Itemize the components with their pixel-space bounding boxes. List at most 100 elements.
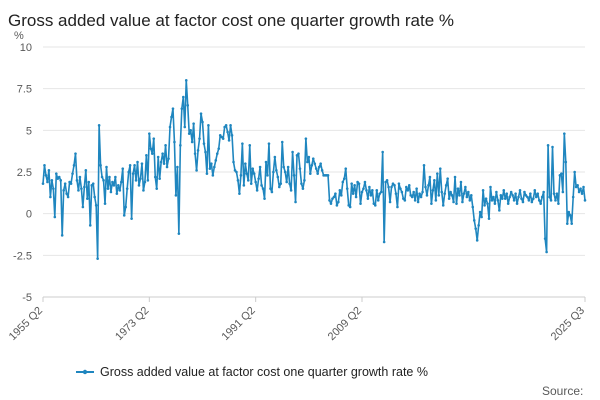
data-point: [495, 190, 498, 194]
data-point: [41, 182, 45, 185]
data-point: [363, 180, 367, 184]
data-point: [424, 185, 427, 189]
data-point: [555, 192, 559, 195]
data-point: [481, 189, 485, 192]
data-point: [551, 145, 554, 149]
data-point: [444, 184, 448, 187]
data-point: [286, 165, 290, 169]
data-point: [304, 137, 308, 140]
data-point: [251, 167, 255, 170]
data-point: [213, 165, 216, 169]
data-point: [161, 152, 164, 155]
data-point: [407, 184, 411, 187]
data-point: [108, 175, 111, 179]
data-point: [419, 195, 423, 199]
legend[interactable]: Gross added value at factor cost one qua…: [76, 365, 428, 379]
data-point: [452, 200, 455, 204]
data-point: [272, 170, 275, 174]
data-point: [80, 187, 83, 190]
data-point: [483, 204, 486, 207]
data-point: [118, 189, 122, 192]
data-point: [484, 197, 488, 200]
data-point: [583, 199, 587, 202]
data-point: [291, 150, 294, 154]
data-point: [465, 195, 469, 199]
data-point: [90, 184, 94, 187]
data-point: [521, 200, 525, 204]
data-point: [86, 197, 89, 200]
data-point: [168, 125, 172, 129]
data-point: [362, 187, 365, 190]
data-point: [328, 199, 331, 202]
data-point: [77, 189, 80, 192]
data-point: [443, 192, 447, 195]
data-point: [295, 154, 299, 157]
data-point: [75, 179, 79, 182]
data-point: [359, 202, 362, 205]
data-point: [577, 190, 581, 194]
data-point: [320, 169, 324, 172]
data-point: [153, 175, 157, 179]
data-point: [119, 180, 123, 184]
data-point: [503, 197, 507, 200]
data-point: [60, 234, 64, 237]
data-point: [568, 214, 572, 217]
data-point: [574, 185, 578, 189]
data-point: [543, 237, 547, 240]
data-point: [475, 239, 479, 242]
data-point: [344, 167, 348, 170]
data-point: [229, 124, 232, 127]
data-point: [418, 192, 421, 195]
data-point: [354, 195, 358, 199]
data-point: [177, 232, 181, 235]
data-point: [342, 177, 346, 180]
data-point: [204, 150, 207, 154]
y-axis-unit-label: %: [14, 30, 24, 42]
data-point: [316, 172, 319, 175]
data-point: [176, 165, 179, 169]
data-point: [514, 192, 517, 195]
data-point: [127, 170, 130, 174]
data-point: [267, 142, 271, 145]
data-point: [437, 194, 441, 197]
data-point: [223, 125, 226, 129]
data-point: [142, 189, 145, 192]
data-point: [372, 202, 376, 205]
data-point: [561, 190, 565, 194]
data-point: [215, 152, 219, 155]
data-point: [189, 129, 192, 132]
data-point: [56, 177, 60, 180]
data-point: [218, 134, 222, 137]
data-point: [472, 219, 476, 222]
data-point: [244, 162, 247, 165]
data-point: [102, 179, 105, 182]
data-point: [285, 180, 288, 184]
data-point: [103, 202, 107, 205]
data-point: [165, 165, 169, 169]
data-point: [539, 202, 542, 205]
data-point: [532, 197, 535, 200]
data-point: [198, 137, 201, 140]
data-point: [68, 180, 71, 184]
data-point: [422, 164, 426, 167]
data-point: [375, 189, 379, 192]
data-point: [533, 189, 537, 192]
data-point: [150, 152, 154, 155]
data-point: [134, 179, 138, 182]
data-point: [128, 164, 132, 167]
data-point: [326, 174, 330, 177]
data-point: [446, 177, 449, 180]
data-point: [221, 137, 225, 140]
data-point: [428, 175, 432, 179]
data-point: [273, 155, 277, 159]
data-point: [335, 204, 339, 207]
data-point: [431, 189, 435, 192]
data-point: [369, 194, 373, 197]
data-point: [447, 197, 451, 200]
data-point: [360, 190, 364, 194]
y-tick-label: 2.5: [17, 167, 32, 179]
data-point: [530, 200, 534, 204]
data-point: [125, 187, 129, 190]
series-line: [42, 79, 586, 260]
